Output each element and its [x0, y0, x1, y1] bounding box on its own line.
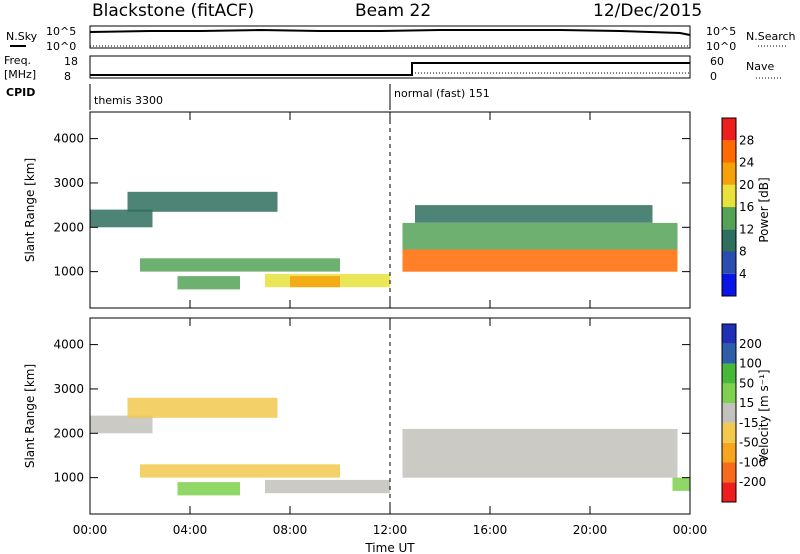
- velocity-colorbar-swatch-2: [722, 442, 736, 463]
- power-echo-region-3: [177, 276, 240, 290]
- velocity-colorbar-tick-3: -15: [739, 416, 759, 430]
- x-tick-label-4: 16:00: [473, 523, 508, 537]
- velocity-colorbar-tick-2: -50: [739, 436, 759, 450]
- power-echo-region-2: [140, 258, 340, 272]
- velocity-ytick-label-2: 3000: [53, 382, 84, 396]
- velocity-colorbar-swatch-5: [722, 383, 736, 404]
- velocity-colorbar-swatch-8: [722, 324, 736, 344]
- power-ytick-label-0: 1000: [53, 265, 84, 279]
- power-colorbar-swatch-7: [722, 118, 736, 141]
- power-colorbar-swatch-0: [722, 273, 736, 297]
- x-tick-label-5: 20:00: [573, 523, 608, 537]
- power-ytick-label-3: 4000: [53, 132, 84, 146]
- velocity-colorbar-tick-0: -200: [739, 475, 766, 489]
- freq-panel: Freq. [MHz] 18 8 60 0 Nave: [4, 54, 782, 83]
- nsky-top-tick: 10^5: [46, 25, 76, 38]
- cpid-1: themis 3300: [94, 94, 163, 107]
- power-echo-region-7: [402, 222, 678, 250]
- power-ytick-label-1: 2000: [53, 220, 84, 234]
- velocity-colorbar-label: Velocity [m s⁻¹]: [757, 369, 771, 462]
- velocity-colorbar-swatch-4: [722, 403, 736, 423]
- power-colorbar-swatch-3: [722, 207, 736, 230]
- velocity-colorbar-swatch-6: [722, 363, 736, 384]
- nsearch-top-tick: 10^5: [706, 25, 736, 38]
- power-colorbar-tick-3: 16: [739, 200, 754, 214]
- power-y-label: Slant Range [km]: [23, 158, 37, 262]
- velocity-echo-region-2: [140, 464, 340, 478]
- velocity-ytick-label-3: 4000: [53, 338, 84, 352]
- power-echo-region-5: [290, 276, 340, 288]
- power-ytick-label-2: 3000: [53, 176, 84, 190]
- velocity-y-label: Slant Range [km]: [23, 364, 37, 468]
- cpid-label: CPID: [6, 86, 35, 99]
- velocity-echo-region-0: [90, 415, 153, 434]
- velocity-colorbar-swatch-0: [722, 482, 736, 502]
- velocity-ytick-label-0: 1000: [53, 471, 84, 485]
- nsky-label: N.Sky: [6, 30, 38, 43]
- power-panel: 1000 2000 3000 4000 Slant Range [km]: [23, 111, 691, 309]
- velocity-colorbar-swatch-1: [722, 462, 736, 483]
- power-colorbar-swatch-2: [722, 229, 736, 252]
- nsearch-label: N.Search: [746, 30, 796, 43]
- nsky-panel: N.Sky 10^5 10^0 10^5 10^0 N.Search: [6, 25, 796, 53]
- velocity-colorbar-frame: [721, 323, 737, 503]
- power-colorbar-swatch-1: [722, 251, 736, 274]
- velocity-colorbar: -200 -100 -50 -15 15 50 100 200: [721, 323, 766, 503]
- power-echo-region-6: [402, 249, 678, 272]
- power-echo-region-8: [415, 205, 653, 223]
- nsky-bottom-tick: 10^0: [46, 40, 76, 53]
- power-colorbar-tick-1: 8: [739, 245, 747, 259]
- power-echo-region-0: [90, 209, 153, 228]
- nave-bottom-tick: 0: [710, 70, 717, 83]
- power-colorbar-tick-2: 12: [739, 222, 754, 236]
- velocity-colorbar-tick-4: 15: [739, 396, 754, 410]
- freq-label-1: Freq.: [4, 54, 31, 67]
- freq-bottom-tick: 8: [64, 70, 71, 83]
- power-echo-region-1: [127, 191, 278, 212]
- power-colorbar-label: Power [dB]: [757, 177, 771, 242]
- nave-top-tick: 60: [710, 55, 724, 68]
- date-title: 12/Dec/2015: [593, 1, 702, 21]
- cpid-row: CPID themis 3300 normal (fast) 151: [6, 84, 490, 110]
- power-colorbar-tick-0: 4: [739, 267, 747, 281]
- power-colorbar: 4 8 12 16 20 24 28: [721, 117, 754, 297]
- x-axis: 00:00 04:00 08:00 12:00 16:00 20:00 00:00: [73, 112, 708, 537]
- power-colorbar-swatch-5: [722, 162, 736, 185]
- power-colorbar-tick-5: 24: [739, 156, 754, 170]
- x-tick-label-6: 00:00: [673, 523, 708, 537]
- freq-label-2: [MHz]: [4, 68, 36, 81]
- x-axis-label: Time UT: [364, 541, 415, 554]
- velocity-colorbar-tick-7: 200: [739, 337, 762, 351]
- velocity-colorbar-swatch-7: [722, 343, 736, 364]
- velocity-colorbar-tick-5: 50: [739, 376, 754, 390]
- freq-top-tick: 18: [64, 55, 78, 68]
- velocity-echo-region-6: [672, 477, 690, 491]
- power-colorbar-swatch-6: [722, 140, 736, 163]
- velocity-colorbar-tick-6: 100: [739, 357, 762, 371]
- x-tick-label-3: 12:00: [373, 523, 408, 537]
- station-title: Blackstone (fitACF): [92, 1, 254, 21]
- cpid-2: normal (fast) 151: [394, 87, 490, 100]
- x-tick-label-0: 00:00: [73, 523, 108, 537]
- velocity-echoes: [90, 397, 690, 496]
- velocity-echo-region-3: [177, 482, 240, 496]
- power-colorbar-tick-6: 28: [739, 133, 754, 147]
- velocity-colorbar-tick-1: -100: [739, 455, 766, 469]
- power-colorbar-frame: [721, 117, 737, 297]
- beam-title: Beam 22: [355, 1, 431, 21]
- velocity-panel: 1000 2000 3000 4000 Slant Range [km]: [23, 317, 691, 515]
- velocity-echo-region-5: [402, 428, 678, 478]
- power-colorbar-swatch-4: [722, 184, 736, 208]
- nsearch-bottom-tick: 10^0: [706, 40, 736, 53]
- nave-label: Nave: [746, 60, 774, 73]
- power-echoes: [90, 191, 678, 290]
- x-tick-label-1: 04:00: [173, 523, 208, 537]
- velocity-ytick-label-1: 2000: [53, 426, 84, 440]
- velocity-echo-region-1: [127, 397, 278, 418]
- velocity-colorbar-swatch-3: [722, 422, 736, 443]
- power-colorbar-tick-4: 20: [739, 178, 754, 192]
- x-tick-label-2: 08:00: [273, 523, 308, 537]
- velocity-echo-region-4: [265, 479, 390, 494]
